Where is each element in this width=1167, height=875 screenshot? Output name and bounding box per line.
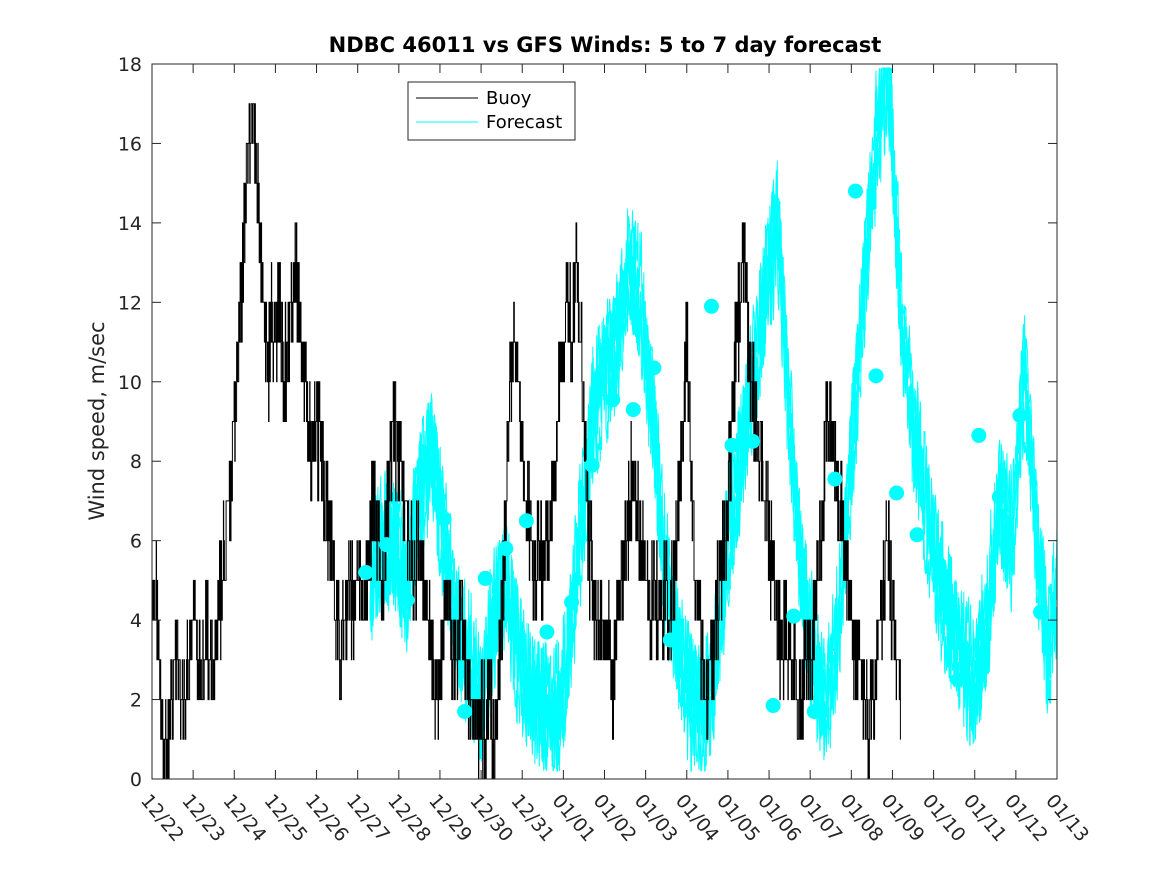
forecast-marker <box>564 594 580 610</box>
y-tick-label: 14 <box>118 213 142 235</box>
forecast-marker <box>457 703 473 719</box>
y-axis-ticks: 0 2 4 6 8 10 12 14 16 18 <box>118 54 1057 791</box>
x-tick-label: 01/06 <box>753 790 805 846</box>
y-tick-label: 10 <box>118 372 142 394</box>
forecast-marker <box>605 392 621 408</box>
plot-area <box>152 66 1057 779</box>
forecast-marker <box>745 433 761 449</box>
forecast-marker <box>786 608 802 624</box>
forecast-marker <box>477 570 493 586</box>
x-tick-label: 01/02 <box>589 790 641 846</box>
y-tick-label: 12 <box>118 292 142 314</box>
forecast-marker <box>991 489 1007 505</box>
x-tick-label: 01/08 <box>835 790 887 846</box>
legend-box <box>407 81 576 141</box>
x-tick-label: 12/31 <box>506 790 558 846</box>
forecast-marker <box>399 592 415 608</box>
forecast-marker <box>378 537 394 553</box>
forecast-marker <box>498 541 514 557</box>
x-tick-label: 12/30 <box>465 790 517 846</box>
x-tick-label: 01/11 <box>959 790 1011 846</box>
forecast-marker <box>683 680 699 696</box>
x-tick-label: 12/29 <box>424 790 476 846</box>
forecast-marker <box>889 485 905 501</box>
x-tick-label: 12/28 <box>383 790 435 846</box>
x-tick-label: 01/10 <box>918 790 970 846</box>
legend: Buoy Forecast <box>407 81 576 141</box>
x-tick-label: 01/04 <box>671 790 723 846</box>
legend-buoy-label: Buoy <box>486 88 532 109</box>
forecast-marker <box>827 471 843 487</box>
y-tick-label: 18 <box>118 54 142 76</box>
forecast-marker <box>950 672 966 688</box>
y-tick-label: 16 <box>118 133 142 155</box>
forecast-marker <box>646 360 662 376</box>
forecast-marker <box>971 427 987 443</box>
x-tick-label: 01/12 <box>1000 790 1052 846</box>
axes-box <box>151 63 1058 780</box>
x-tick-label: 12/23 <box>177 790 229 846</box>
forecast-marker <box>703 298 719 314</box>
x-tick-label: 12/27 <box>342 790 394 846</box>
forecast-marker <box>868 368 884 384</box>
y-tick-label: 4 <box>130 610 142 632</box>
forecast-marker <box>806 703 822 719</box>
forecast-marker <box>1012 408 1028 424</box>
forecast-marker <box>420 457 436 473</box>
x-tick-label: 12/24 <box>218 790 270 846</box>
x-tick-label: 12/22 <box>136 790 188 846</box>
forecast-marker <box>724 437 740 453</box>
legend-forecast-label: Forecast <box>486 112 562 133</box>
x-tick-label: 01/07 <box>794 790 846 846</box>
y-tick-label: 2 <box>130 690 142 712</box>
forecast-marker <box>765 698 781 714</box>
y-axis-label: Wind speed, m/sec <box>85 321 109 520</box>
forecast-marker <box>358 564 374 580</box>
buoy-line <box>152 103 901 779</box>
forecast-marker <box>930 555 946 571</box>
axes <box>151 63 1058 780</box>
y-tick-label: 8 <box>130 451 142 473</box>
x-tick-label: 01/09 <box>877 790 929 846</box>
forecast-marker <box>1033 604 1049 620</box>
forecast-marker <box>909 527 925 543</box>
x-tick-label: 01/13 <box>1041 790 1093 846</box>
x-tick-label: 01/05 <box>712 790 764 846</box>
x-tick-label: 12/25 <box>260 790 312 846</box>
x-axis-ticks: 12/2212/2312/2412/2512/2612/2712/2812/29… <box>136 64 1093 846</box>
chart-title: NDBC 46011 vs GFS Winds: 5 to 7 day fore… <box>329 33 882 57</box>
forecast-marker <box>662 632 678 648</box>
y-tick-label: 0 <box>130 769 142 791</box>
forecast-marker <box>436 511 452 527</box>
forecast-marker <box>584 457 600 473</box>
x-tick-label: 01/01 <box>548 790 600 846</box>
y-tick-label: 6 <box>130 531 142 553</box>
x-tick-label: 01/03 <box>630 790 682 846</box>
forecast-marker <box>539 624 555 640</box>
x-tick-label: 12/26 <box>301 790 353 846</box>
forecast-marker <box>847 183 863 199</box>
forecast-marker <box>518 513 534 529</box>
forecast-marker <box>625 402 641 418</box>
